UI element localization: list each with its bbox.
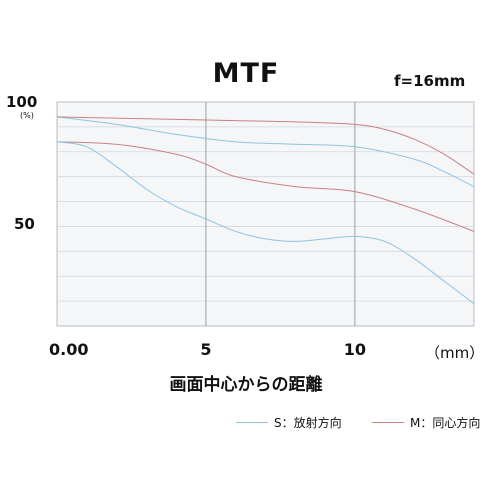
- series-line-s-3: [56, 141, 475, 304]
- legend-label-s: S：放射方向: [274, 416, 342, 430]
- legend-swatch-s: [236, 422, 268, 423]
- series-line-m-1: [56, 116, 475, 175]
- legend-item-m: M：同心方向: [372, 414, 480, 431]
- x-unit-label: （mm）: [425, 344, 485, 362]
- legend-item-s: S：放射方向: [236, 414, 342, 431]
- x-axis-label: 画面中心からの距離: [169, 375, 323, 395]
- x-tick-label-10: 10: [343, 340, 366, 359]
- series-line-m-2: [56, 141, 475, 232]
- legend-label-m: M：同心方向: [410, 416, 481, 430]
- x-tick-label-0: 0.00: [49, 340, 89, 359]
- plot-background: [56, 101, 475, 327]
- y-tick-label-50: 50: [14, 215, 35, 234]
- y-tick-label-100: 100: [6, 93, 38, 111]
- focal-length-annotation: f=16mm: [394, 72, 466, 90]
- chart-title: MTF: [212, 58, 280, 89]
- series-line-s-0: [56, 116, 475, 188]
- legend-swatch-m: [372, 422, 404, 423]
- x-tick-label-5: 5: [200, 340, 212, 359]
- y-unit-label: (%): [20, 111, 34, 120]
